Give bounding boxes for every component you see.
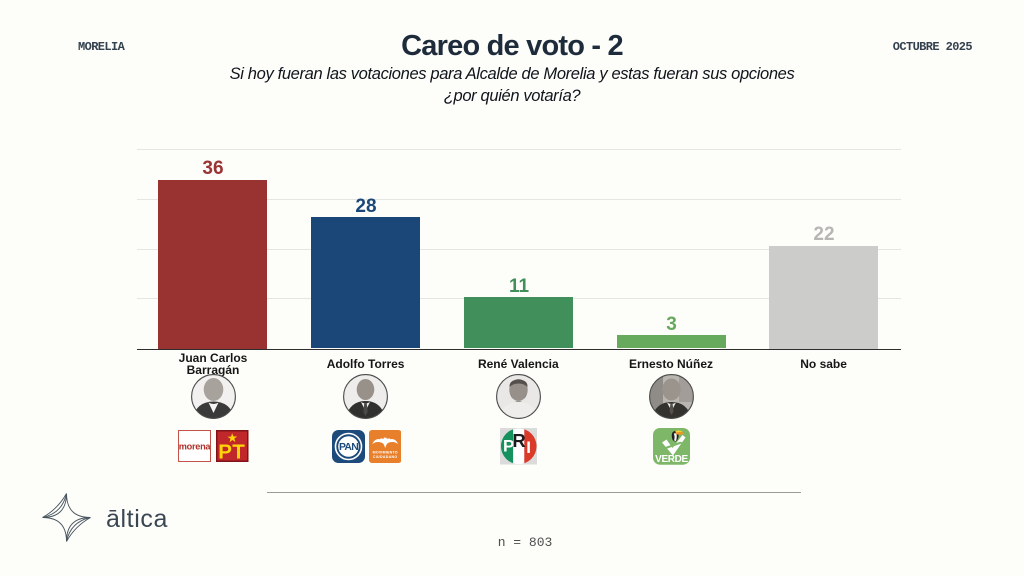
svg-text:R: R (512, 430, 525, 451)
svg-text:morena: morena (179, 442, 211, 452)
svg-text:PT: PT (218, 441, 245, 463)
svg-text:MOVIMIENTO: MOVIMIENTO (372, 451, 397, 455)
svg-text:I: I (526, 438, 531, 457)
svg-text:CIUDADANO: CIUDADANO (372, 455, 397, 459)
svg-text:PAN: PAN (338, 442, 357, 453)
svg-text:VERDE: VERDE (655, 454, 688, 465)
svg-text:P: P (503, 436, 514, 455)
